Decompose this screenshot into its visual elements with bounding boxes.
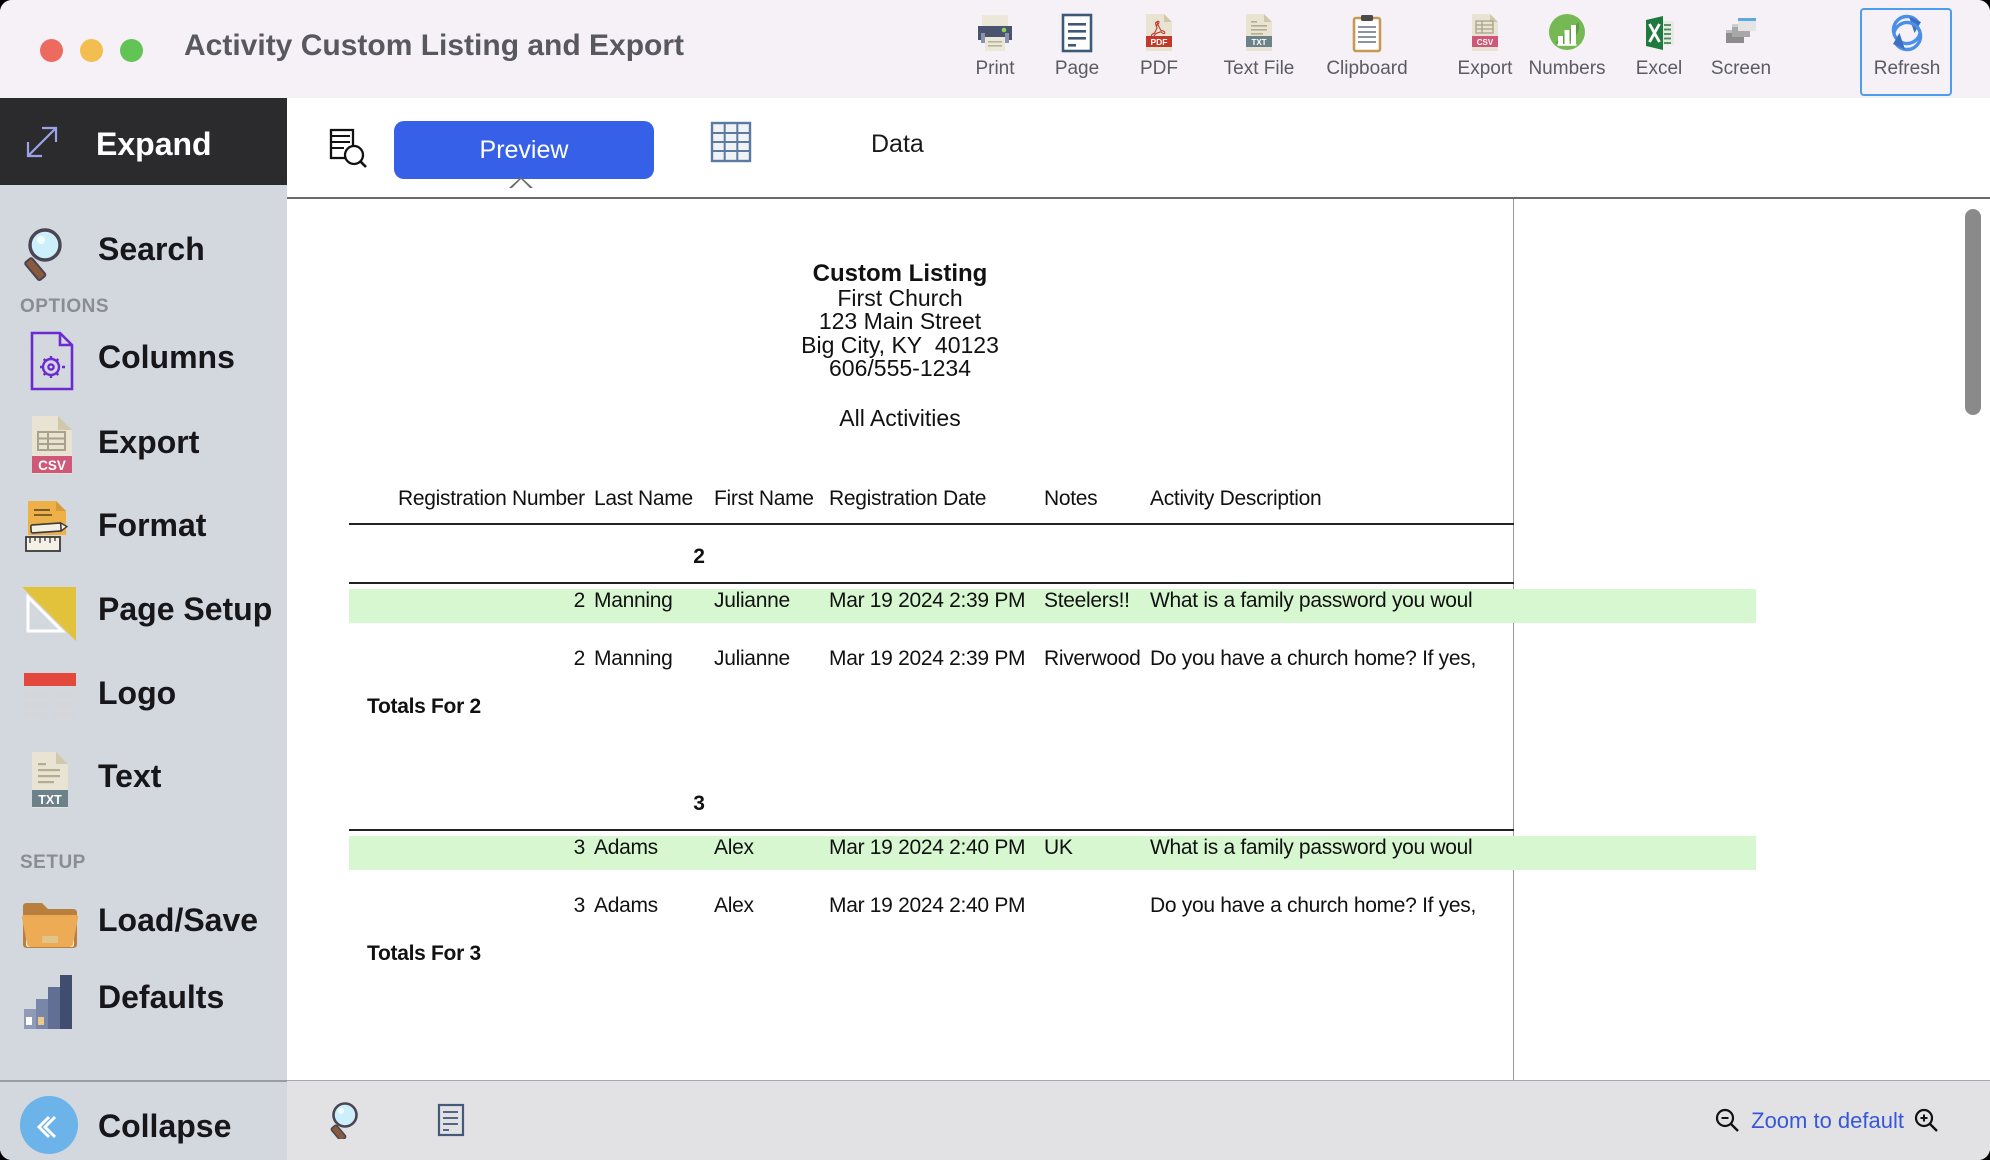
svg-text:PDF: PDF [1151,37,1168,47]
svg-text:TXT: TXT [38,793,62,807]
svg-text:TXT: TXT [1251,38,1266,47]
svg-text:CSV: CSV [38,458,66,473]
svg-text:CSV: CSV [1477,38,1494,47]
